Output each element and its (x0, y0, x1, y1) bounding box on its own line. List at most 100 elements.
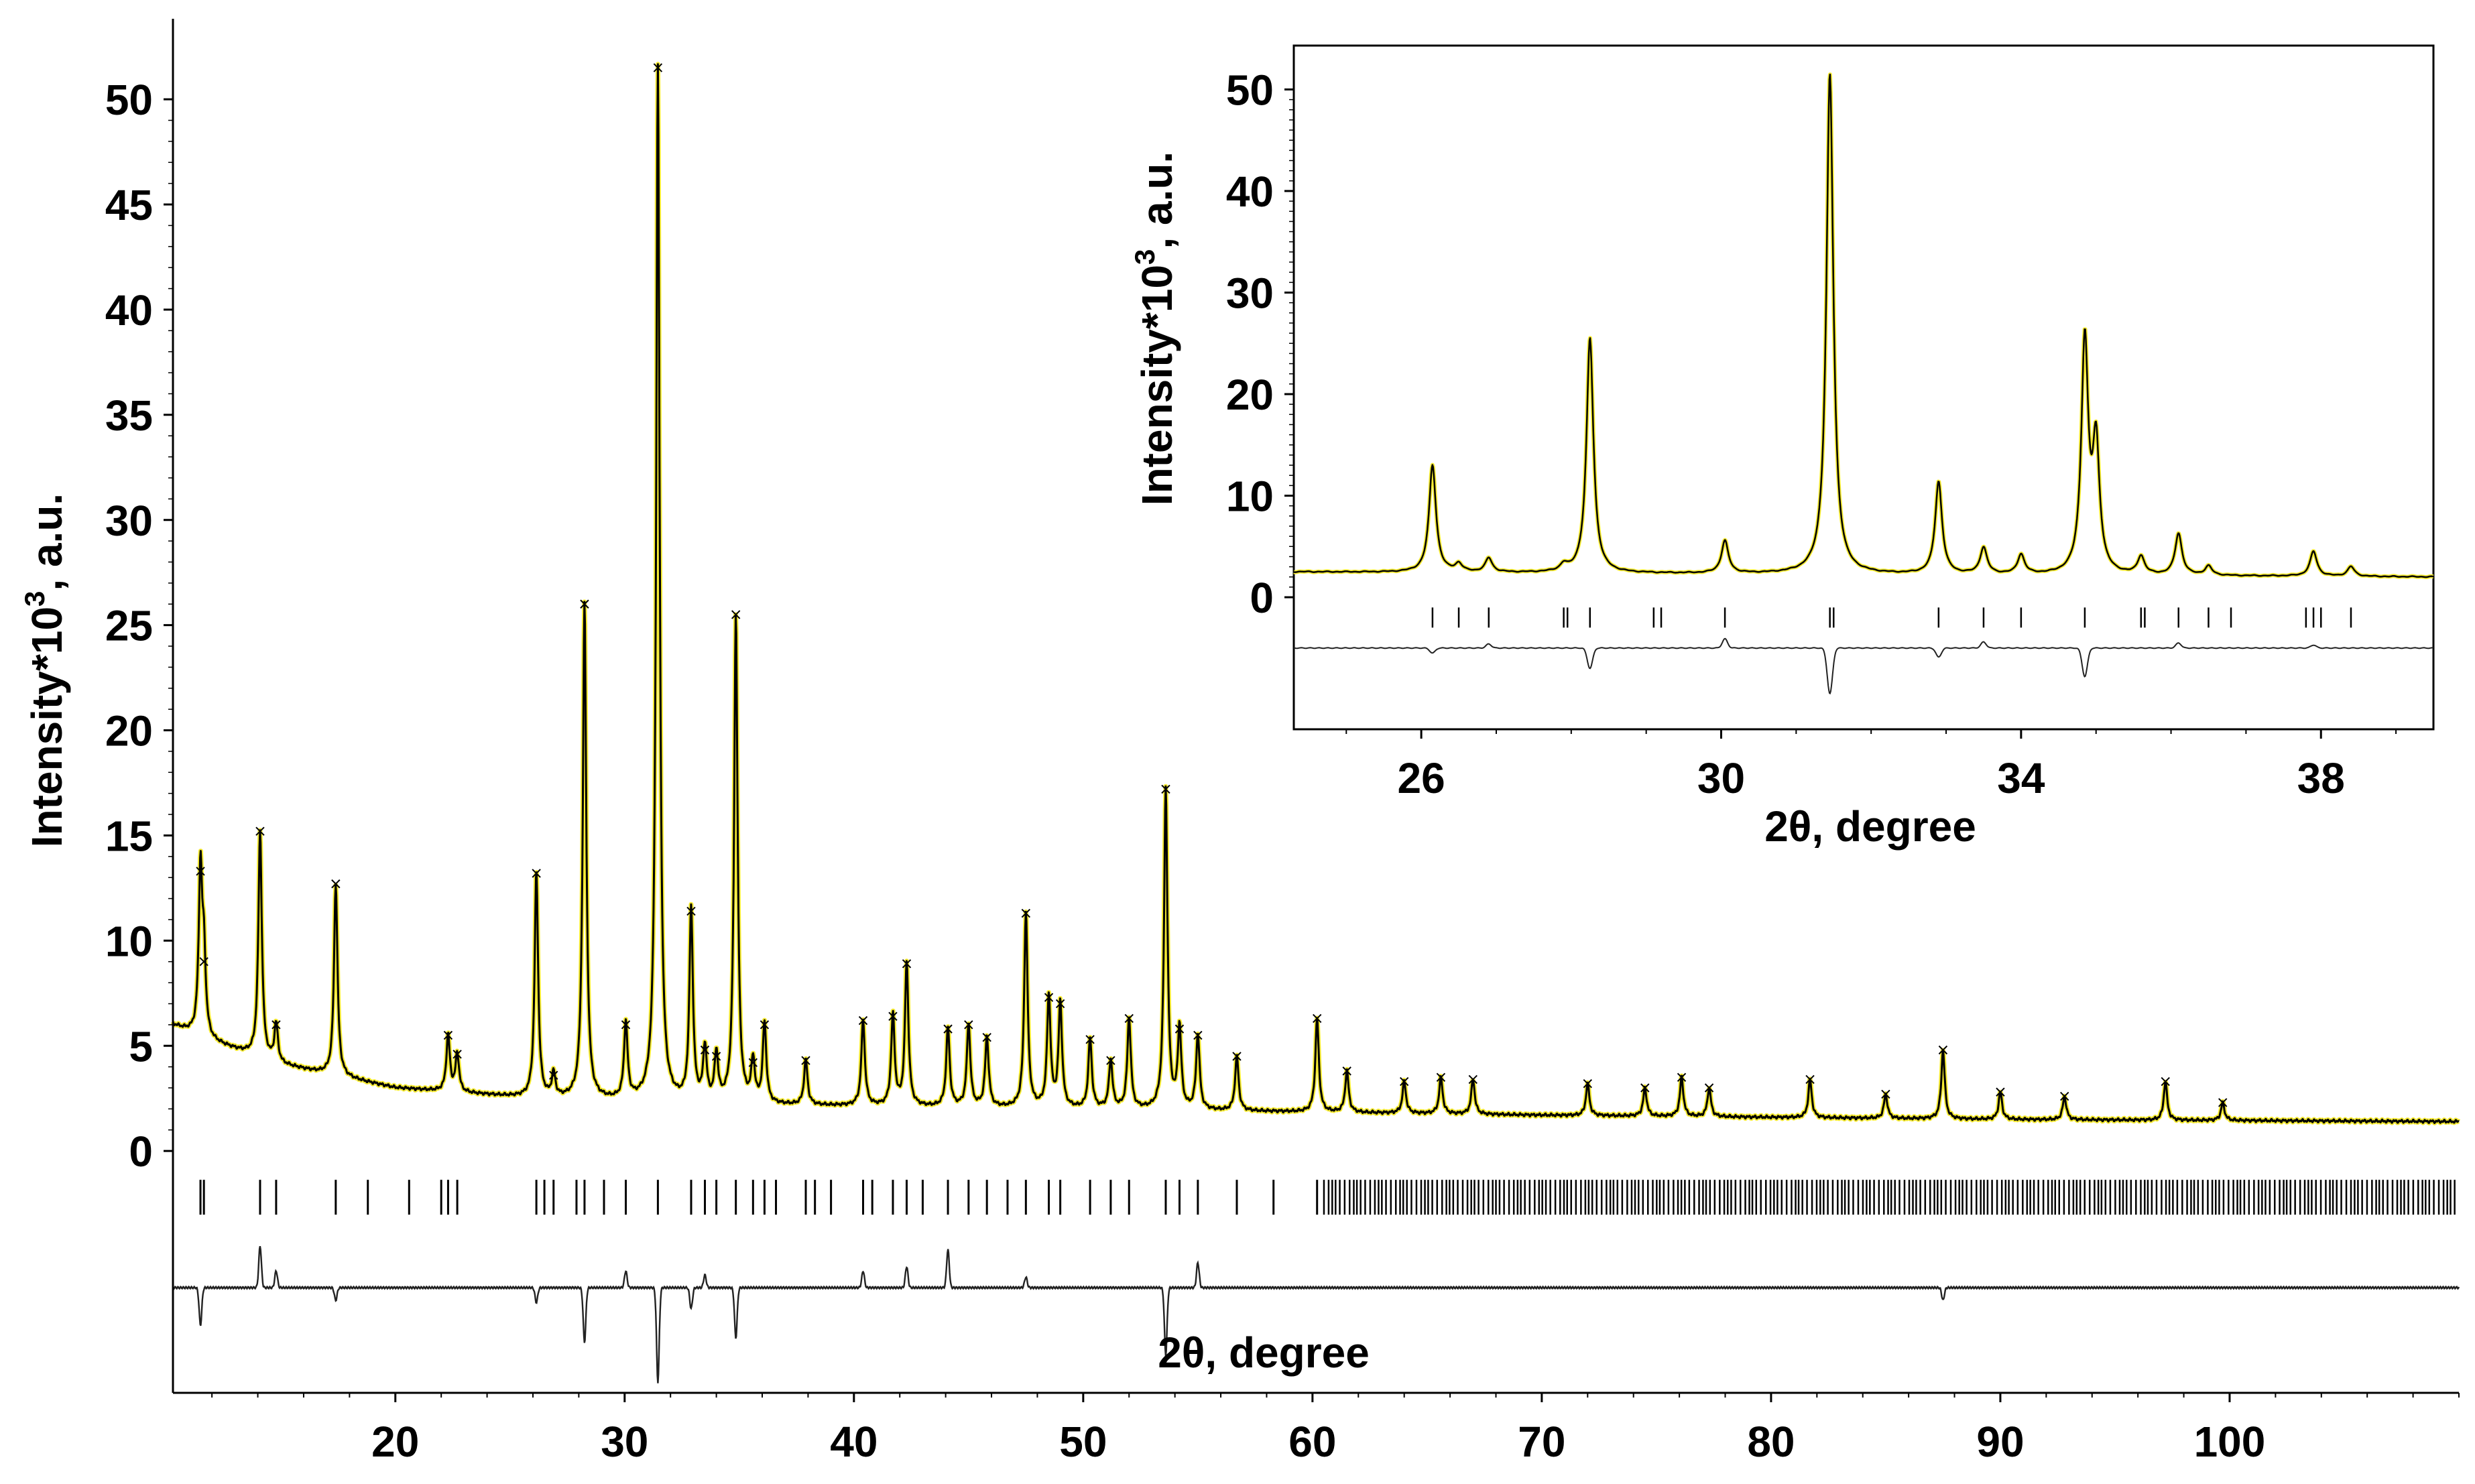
x-tick-label: 40 (830, 1418, 878, 1466)
peak-point (1044, 993, 1054, 1002)
peak-point (1996, 1087, 2005, 1097)
y-tick-label: 40 (1226, 168, 1274, 216)
main-y-axis-label: Intensity*103, a.u. (19, 493, 71, 847)
peak-point (1640, 1083, 1650, 1093)
peak-point (653, 63, 663, 72)
difference-curve (1293, 637, 2434, 695)
y-tick-label: 50 (1226, 66, 1274, 114)
peak-point (1124, 1013, 1134, 1024)
x-tick-label: 80 (1747, 1418, 1795, 1466)
main-x-axis-label: 2θ, degree (1158, 1328, 1370, 1377)
y-tick-label: 10 (1226, 473, 1274, 521)
inset-y-axis-label-exponent: 3 (1129, 249, 1160, 265)
y-tick-label: 15 (105, 812, 153, 860)
peak-point (532, 869, 541, 878)
x-tick-label: 70 (1518, 1418, 1565, 1466)
y-tick-label: 35 (105, 391, 153, 440)
inset-y-axis-label: Intensity*103, a.u. (1129, 151, 1181, 505)
peak-point (1399, 1076, 1409, 1087)
peak-point (1313, 1013, 1322, 1024)
y-tick-label: 40 (105, 286, 153, 334)
peak-point (196, 867, 205, 876)
x-tick-label: 50 (1059, 1418, 1107, 1466)
observed-profile-line (172, 63, 2460, 1124)
peak-point (621, 1020, 631, 1030)
peak-point (858, 1015, 868, 1026)
peak-point (748, 1058, 758, 1068)
peak-point (1342, 1066, 1351, 1076)
difference-curve (172, 1245, 2460, 1383)
peak-point (1021, 908, 1031, 918)
x-tick-label: 60 (1288, 1418, 1336, 1466)
peak-point (452, 1050, 462, 1059)
peak-point (888, 1011, 898, 1022)
peak-point (1677, 1072, 1687, 1083)
peak-point (1805, 1074, 1815, 1085)
peak-point (1704, 1083, 1714, 1093)
inset-plot-area (1292, 72, 2435, 695)
inset-axes: 26 30 34 38 0 10 20 30 40 50 (1226, 66, 2397, 802)
y-tick-label: 45 (105, 181, 153, 229)
peak-point (1055, 999, 1065, 1009)
peak-point (1106, 1056, 1115, 1065)
peak-point (1938, 1045, 1948, 1055)
x-tick-label: 30 (1697, 754, 1745, 802)
x-tick-label: 100 (2194, 1418, 2266, 1466)
y-tick-label: 20 (1226, 371, 1274, 419)
x-tick-label: 26 (1398, 754, 1445, 802)
main-plot-area (170, 62, 2461, 1383)
peak-point (760, 1020, 770, 1030)
peak-point (964, 1020, 973, 1030)
x-tick-label: 20 (371, 1418, 419, 1466)
peak-point (443, 1030, 453, 1040)
peak-point (580, 599, 589, 609)
peak-point (1468, 1074, 1477, 1085)
peak-point (711, 1052, 721, 1061)
observed-profile-line (1293, 73, 2434, 578)
y-tick-label: 25 (105, 602, 153, 650)
inset-y-axis-label-unit: , a.u. (1133, 151, 1181, 249)
y-tick-label: 5 (129, 1022, 153, 1070)
inset-x-axis-label: 2θ, degree (1764, 802, 1976, 851)
peak-point (731, 610, 741, 619)
y-tick-label: 30 (105, 497, 153, 545)
x-tick-label: 90 (1976, 1418, 2024, 1466)
main-y-axis-label-base: Intensity*10 (23, 607, 71, 847)
peak-point (2060, 1091, 2069, 1101)
peak-point (686, 906, 696, 916)
inset-frame (1292, 44, 2435, 731)
peak-point (549, 1070, 558, 1080)
peak-point (2218, 1098, 2228, 1107)
peak-point (1174, 1024, 1185, 1034)
peak-point (1232, 1052, 1242, 1061)
peak-point (1193, 1030, 1203, 1040)
y-tick-label: 0 (129, 1127, 153, 1176)
peak-point (255, 826, 265, 836)
peak-point (1881, 1089, 1890, 1099)
y-tick-label: 0 (1250, 574, 1274, 622)
peak-point (801, 1056, 810, 1065)
peak-point (943, 1024, 953, 1034)
peak-point (2161, 1076, 2170, 1087)
peak-point (271, 1020, 281, 1030)
x-tick-label: 30 (601, 1418, 648, 1466)
peak-point (1161, 784, 1170, 794)
peak-point (331, 879, 341, 889)
y-tick-label: 20 (105, 707, 153, 755)
peak-point (1583, 1079, 1593, 1089)
main-y-axis-label-exponent: 3 (19, 591, 50, 607)
y-tick-label: 50 (105, 76, 153, 124)
x-tick-label: 38 (2297, 754, 2345, 802)
peak-point (1085, 1035, 1095, 1044)
x-tick-label: 34 (1997, 754, 2045, 802)
peak-point (902, 959, 912, 969)
inset-chart: 26 30 34 38 0 10 20 30 40 50 2θ, degree Intensity… (1129, 44, 2435, 851)
peak-point (982, 1032, 991, 1042)
y-tick-label: 10 (105, 917, 153, 965)
main-chart: 20 30 40 50 60 70 80 90 10005101520253035404550 … (19, 19, 2461, 1466)
peak-point (199, 957, 208, 967)
y-tick-label: 30 (1226, 269, 1274, 318)
peak-point (700, 1045, 710, 1055)
